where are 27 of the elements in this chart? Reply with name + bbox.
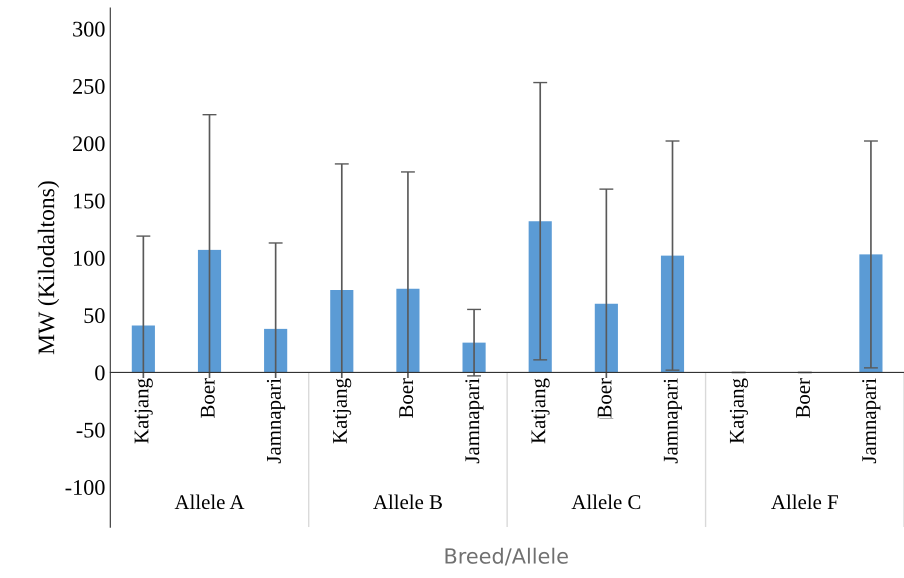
x-tick-label: Jamnapari [465,378,484,464]
y-tick-label: -100 [66,480,105,495]
x-tick-label: Boer [796,378,810,418]
x-tick-label: Katjang [531,378,550,444]
annotation: Allele B [373,494,442,510]
y-tick-label: 200 [73,136,105,152]
x-axis-title: Breed/Allele [446,548,568,566]
annotation: Allele F [771,494,838,510]
y-tick-label: 250 [73,78,105,94]
x-tick-label: Boer [399,378,414,418]
y-tick-label: 0 [95,365,105,380]
x-tick-label: Jamnapari [664,378,682,464]
x-tick-label: Katjang [730,378,748,444]
x-tick-label: Katjang [134,378,153,444]
annotation: Allele A [174,494,244,510]
x-tick-label: Boer [598,378,612,418]
y-tick-label: 300 [73,22,105,37]
x-tick-label: Katjang [332,378,352,444]
x-tick-label: Jamnapari [862,378,880,464]
y-tick-label: -50 [76,422,105,438]
y-tick-label: 50 [84,308,105,324]
y-tick-label: 100 [74,250,105,266]
y-axis-title: MW (Kilodaltons) [38,181,60,354]
x-tick-label: Boer [200,378,215,418]
annotation: Allele C [572,494,640,510]
y-tick-label: 150 [74,194,105,209]
x-tick-label: Jamnapari [266,378,286,464]
